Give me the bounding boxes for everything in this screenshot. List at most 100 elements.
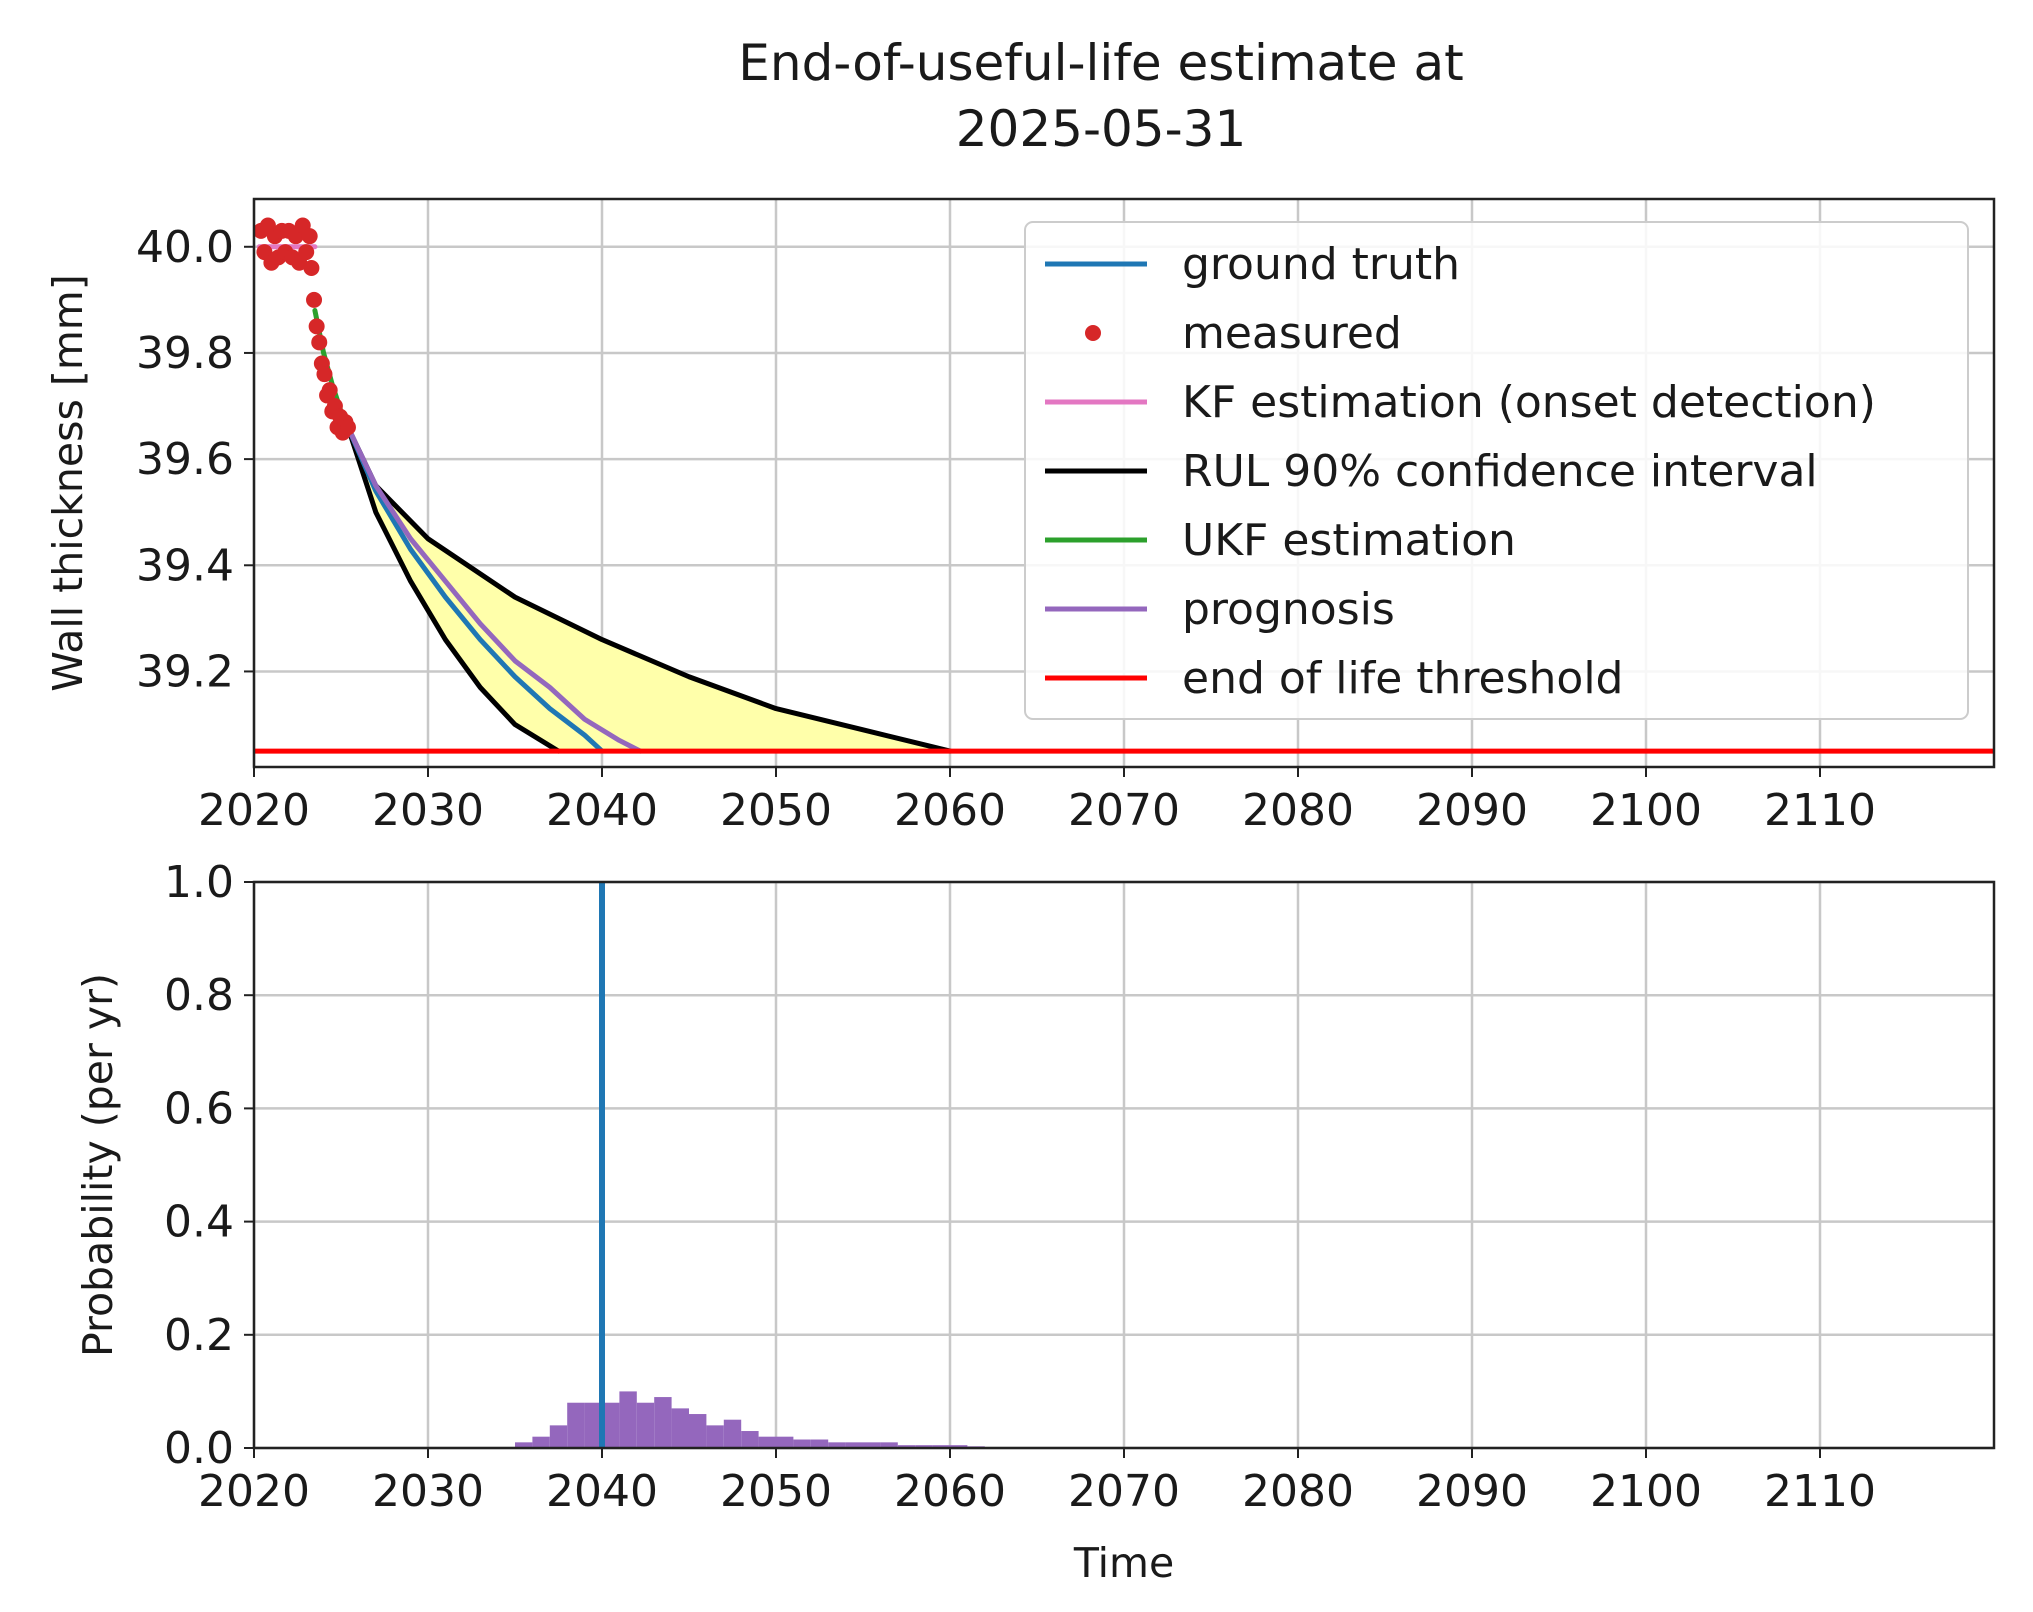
legend-label: end of life threshold [1182, 653, 1623, 704]
histogram-bar [567, 1402, 585, 1448]
histogram-bar [776, 1436, 794, 1448]
histogram-bar [932, 1445, 950, 1448]
measured-point [298, 244, 315, 261]
probability-tick-label-x: 2020 [198, 1466, 310, 1517]
thickness-tick-label-x: 2080 [1242, 785, 1354, 836]
legend-marker-dot [1085, 325, 1101, 341]
probability-tick-label-x: 2070 [1068, 1466, 1180, 1517]
rul-histogram [515, 1391, 985, 1448]
measured-point [308, 318, 325, 335]
probability-tick-label-y: 0.6 [164, 1083, 234, 1134]
time-x-axis-label: Time [1073, 1539, 1174, 1587]
histogram-bar [897, 1445, 916, 1448]
thickness-tick-label-y: 39.6 [136, 434, 234, 485]
histogram-bar [758, 1436, 776, 1448]
legend-label: ground truth [1182, 239, 1460, 290]
histogram-bar [741, 1431, 759, 1448]
legend-label: measured [1182, 308, 1402, 359]
legend-entry: RUL 90% confidence interval [1045, 446, 1818, 497]
legend-label: prognosis [1182, 584, 1395, 635]
measured-point [321, 382, 338, 399]
probability-tick-labels: 2020 2030 2040 2050 2060 2070 2080 2090 2100 2110… [164, 857, 1876, 1517]
histogram-bar [619, 1391, 637, 1448]
thickness-tick-labels: 2020 2030 2040 2050 2060 2070 2080 2090 2100 2110… [136, 222, 1876, 836]
thickness-tick-label-x: 2110 [1764, 785, 1876, 836]
histogram-bar [549, 1425, 568, 1448]
legend-entry: end of life threshold [1045, 653, 1623, 704]
legend-entry: prognosis [1045, 584, 1395, 635]
histogram-bar [810, 1439, 829, 1448]
thickness-tick-label-y: 40.0 [136, 222, 234, 273]
thickness-tick-label-x: 2100 [1590, 785, 1702, 836]
figure-title-line1: End-of-useful-life estimate at [738, 34, 1463, 92]
measured-point [303, 260, 320, 277]
histogram-bar [602, 1402, 620, 1448]
legend-entry: ground truth [1045, 239, 1460, 290]
probability-tick-label-x: 2050 [720, 1466, 832, 1517]
histogram-bar [671, 1408, 689, 1448]
legend-label: RUL 90% confidence interval [1182, 446, 1818, 497]
histogram-bar [845, 1442, 863, 1448]
rul-confidence-band [347, 427, 951, 752]
series-line-rul-90-upper-bound [345, 424, 953, 754]
probability-tick-label-y: 0.2 [164, 1310, 234, 1361]
thickness-y-axis-label: Wall thickness [mm] [44, 274, 92, 691]
histogram-bar [723, 1419, 742, 1448]
thickness-tick-label-y: 39.4 [136, 540, 234, 591]
probability-tick-label-y: 0.0 [164, 1423, 234, 1474]
series-line-rul-90-lower-bound [345, 424, 561, 754]
probability-tick-label-y: 0.4 [164, 1197, 234, 1248]
figure-title-line2: 2025-05-31 [956, 100, 1247, 158]
legend-entry: UKF estimation [1045, 515, 1516, 566]
thickness-tick-label-x: 2040 [546, 785, 658, 836]
probability-y-axis-label: Probability (per yr) [74, 973, 122, 1357]
thickness-tick-label-x: 2050 [720, 785, 832, 836]
histogram-bar [950, 1445, 968, 1448]
measured-points [252, 217, 356, 441]
probability-tick-label-y: 0.8 [164, 970, 234, 1021]
probability-tick-label-x: 2030 [372, 1466, 484, 1517]
thickness-tick-label-y: 39.2 [136, 646, 234, 697]
probability-tick-label-x: 2040 [546, 1466, 658, 1517]
measured-point [306, 291, 323, 308]
histogram-bar [532, 1436, 550, 1448]
probability-tick-label-x: 2110 [1764, 1466, 1876, 1517]
probability-tick-label-y: 1.0 [164, 857, 234, 908]
histogram-bar [636, 1402, 655, 1448]
probability-tick-label-x: 2090 [1416, 1466, 1528, 1517]
thickness-tick-label-x: 2090 [1416, 785, 1528, 836]
legend-box [1024, 221, 1969, 720]
measured-point [301, 228, 318, 245]
thickness-tick-label-x: 2060 [894, 785, 1006, 836]
legend: ground truth measured KF estimation (onset… [1024, 221, 1969, 720]
legend-label: KF estimation (onset detection) [1182, 377, 1876, 428]
rul-confidence-fill [347, 427, 951, 752]
histogram-bar [706, 1425, 724, 1448]
thickness-tick-label-y: 39.8 [136, 328, 234, 379]
histogram-bar [515, 1442, 533, 1448]
histogram-bar [793, 1439, 811, 1448]
legend-entry: KF estimation (onset detection) [1045, 377, 1876, 428]
histogram-bar [880, 1442, 898, 1448]
thickness-panel: 2020 2030 2040 2050 2060 2070 2080 2090 2100 2110… [44, 197, 1996, 836]
histogram-bar [828, 1442, 846, 1448]
histogram-bar [863, 1442, 881, 1448]
series-line-prognosis [345, 424, 643, 754]
probability-tick-label-x: 2060 [894, 1466, 1006, 1517]
histogram-bar [689, 1414, 707, 1448]
legend-entry: measured [1085, 308, 1402, 359]
histogram-bar [654, 1397, 672, 1448]
histogram-bar [915, 1445, 933, 1448]
probability-tick-label-x: 2100 [1590, 1466, 1702, 1517]
measured-point [339, 419, 356, 436]
measured-point [316, 366, 333, 383]
probability-panel: 2020 2030 2040 2050 2060 2070 2080 2090 2100 2110… [74, 857, 1996, 1587]
thickness-tick-label-x: 2070 [1068, 785, 1180, 836]
measured-point [311, 334, 328, 351]
probability-tick-label-x: 2080 [1242, 1466, 1354, 1517]
thickness-tick-label-x: 2030 [372, 785, 484, 836]
histogram-bar [584, 1402, 602, 1448]
series-line-ground-truth [345, 424, 605, 754]
thickness-tick-label-x: 2020 [198, 785, 310, 836]
